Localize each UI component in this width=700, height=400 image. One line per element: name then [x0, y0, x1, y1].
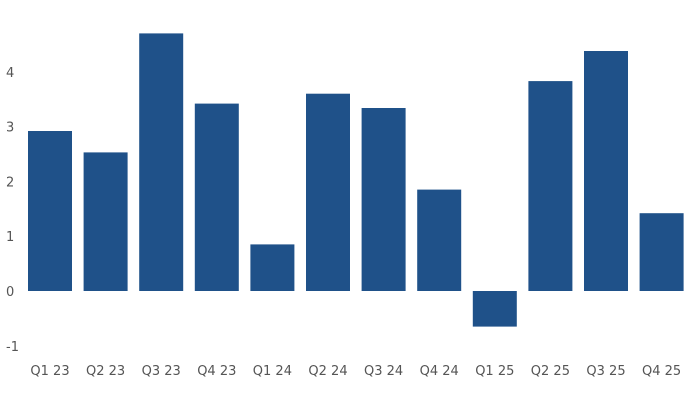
bar: [28, 131, 72, 291]
x-category-label: Q2 25: [531, 364, 570, 379]
x-category-label: Q4 25: [642, 364, 681, 379]
y-tick-label: 3: [6, 121, 14, 136]
bar: [250, 244, 295, 291]
bar: [139, 33, 184, 292]
bar: [83, 152, 128, 291]
bar: [639, 213, 684, 291]
x-category-label: Q2 24: [308, 364, 347, 379]
x-category-label: Q3 24: [364, 364, 403, 379]
x-category-label: Q1 23: [30, 364, 69, 379]
y-tick-label: 4: [6, 66, 14, 81]
y-tick-label: 1: [6, 230, 14, 245]
bar: [528, 81, 573, 291]
bar: [584, 51, 628, 291]
x-category-label: Q1 25: [475, 364, 514, 379]
y-tick-label: -1: [6, 340, 19, 355]
bar: [194, 103, 239, 291]
bar: [417, 189, 462, 291]
y-tick-label: 2: [6, 175, 14, 190]
x-category-label: Q3 25: [586, 364, 625, 379]
bar: [472, 291, 517, 327]
bar: [361, 108, 406, 291]
bar: [306, 93, 350, 291]
x-category-label: Q3 23: [142, 364, 181, 379]
x-category-label: Q1 24: [253, 364, 292, 379]
x-category-label: Q4 24: [420, 364, 459, 379]
x-category-label: Q4 23: [197, 364, 236, 379]
y-tick-label: 0: [6, 285, 14, 300]
x-category-label: Q2 23: [86, 364, 125, 379]
